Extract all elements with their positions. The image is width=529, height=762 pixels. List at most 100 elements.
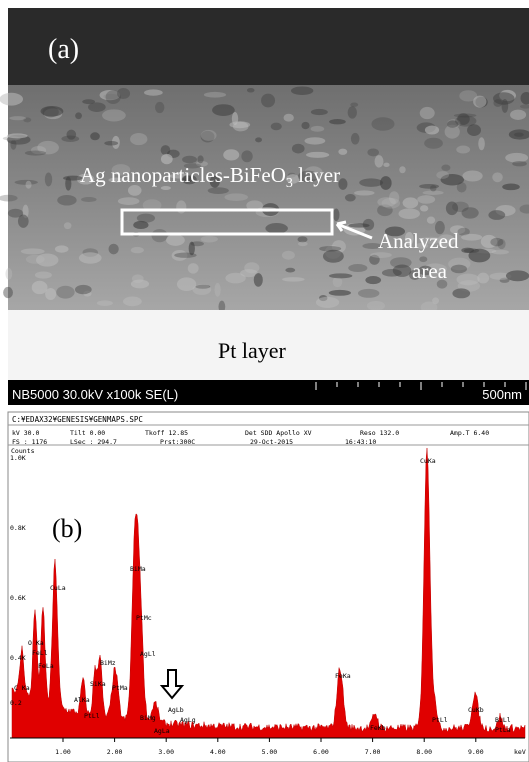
grain <box>282 277 305 282</box>
sem-top <box>8 8 529 88</box>
grain <box>301 121 310 130</box>
peak-label: BiMz <box>100 659 116 667</box>
grain <box>25 254 45 264</box>
header-field: Amp.T 6.40 <box>450 429 489 437</box>
grain <box>160 185 171 191</box>
grain <box>399 166 406 174</box>
grain <box>365 276 382 285</box>
grain <box>332 276 343 288</box>
grain <box>99 90 121 101</box>
grain <box>367 148 379 157</box>
grain <box>488 210 506 220</box>
grain <box>83 290 92 297</box>
grain <box>322 249 344 263</box>
scale-text: 500nm <box>482 387 522 402</box>
y-tick-label: 0.2 <box>10 699 22 707</box>
grain <box>207 187 229 195</box>
grain <box>519 204 529 214</box>
grain <box>440 174 465 186</box>
grain <box>452 288 471 299</box>
grain <box>388 191 400 205</box>
grain <box>310 125 325 132</box>
peak-label: FeKb <box>370 724 386 732</box>
panel-label: (b) <box>52 514 82 543</box>
grain <box>35 253 59 267</box>
grain <box>270 122 282 131</box>
grain <box>319 295 328 302</box>
grain <box>404 232 414 246</box>
peak-label: AgLb <box>168 706 184 714</box>
grain <box>203 91 227 98</box>
grain <box>65 176 72 191</box>
grain <box>450 264 467 274</box>
spectrum: 1.0K 0.8K 0.6K 0.4K 0.2 1.00 2.00 3.00 4.00 5.00 6… <box>10 447 526 756</box>
arrow <box>335 220 373 240</box>
grain <box>297 170 319 183</box>
grain <box>37 140 59 155</box>
grain <box>447 119 461 128</box>
header-field: 29-Oct-2015 <box>250 438 293 446</box>
pt-layer-region <box>8 310 529 380</box>
text: layer <box>293 163 340 187</box>
x-tick-label: 2.00 <box>107 748 123 756</box>
grain <box>57 195 77 206</box>
grain <box>265 222 288 234</box>
grain <box>462 170 483 182</box>
grain <box>480 234 498 249</box>
grain <box>195 284 211 289</box>
grain <box>331 240 346 253</box>
grain <box>499 277 510 283</box>
grain <box>214 282 221 297</box>
sem-image <box>0 8 529 405</box>
grain <box>24 150 47 156</box>
grain <box>490 237 504 247</box>
grain <box>7 208 24 218</box>
peak-label: PtLl <box>84 712 100 720</box>
grain <box>441 164 451 171</box>
grain <box>495 205 516 217</box>
grain <box>117 197 140 206</box>
grain <box>66 129 77 140</box>
grain <box>255 137 262 143</box>
grain <box>436 279 448 289</box>
grain <box>448 257 471 271</box>
x-tick-label: 7.00 <box>365 748 381 756</box>
grain <box>197 155 204 164</box>
grain <box>456 273 480 286</box>
grain <box>493 92 515 105</box>
peak-label: PtLl <box>432 716 448 724</box>
grain <box>6 133 28 139</box>
grain <box>88 102 106 112</box>
x-tick-label: 4.00 <box>210 748 226 756</box>
grain <box>310 108 328 116</box>
grain <box>240 269 258 278</box>
grain <box>23 117 32 123</box>
grain <box>160 153 173 165</box>
grain <box>338 178 348 190</box>
grain <box>512 160 527 167</box>
grain <box>436 171 450 179</box>
grain <box>456 182 467 193</box>
grain <box>424 137 443 149</box>
grain <box>166 234 185 246</box>
grain <box>212 104 235 116</box>
peak-label: SiKa <box>90 680 106 688</box>
grain <box>432 297 440 305</box>
peak-label: BiMg <box>140 714 156 722</box>
grain <box>171 250 188 261</box>
grain <box>473 95 487 108</box>
grain <box>508 129 529 140</box>
grain <box>489 272 512 280</box>
grain <box>370 252 392 258</box>
grain <box>419 183 439 189</box>
peak-label: O Ka <box>28 639 44 647</box>
grain <box>374 155 384 168</box>
x-tick-label: 5.00 <box>262 748 278 756</box>
grain <box>344 193 356 202</box>
peak-label: FeKa <box>335 672 351 680</box>
grain <box>111 135 120 149</box>
peak-label: BiMa <box>130 565 146 573</box>
text: Ag nanoparticles-BiFeO <box>80 163 286 187</box>
